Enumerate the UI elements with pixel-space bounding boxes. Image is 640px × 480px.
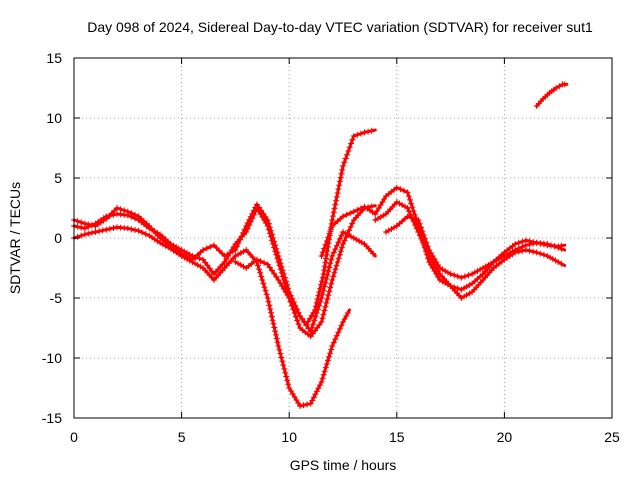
y-axis-label: SDTVAR / TECUs xyxy=(7,182,23,294)
y-tick-label: -5 xyxy=(50,290,63,306)
series-layer xyxy=(71,81,569,409)
x-tick-label: 10 xyxy=(281,429,297,445)
tick-layer xyxy=(73,57,613,419)
y-tick-label: -15 xyxy=(42,410,62,426)
series-markers xyxy=(232,229,377,335)
series-track-d xyxy=(232,229,377,335)
y-tick-label: 15 xyxy=(46,50,62,66)
series-markers xyxy=(372,199,565,301)
x-tick-label: 5 xyxy=(178,429,186,445)
y-tick-label: 10 xyxy=(46,110,62,126)
y-tick-label: 0 xyxy=(54,230,62,246)
series-markers xyxy=(533,81,568,109)
x-tick-label: 20 xyxy=(497,429,513,445)
series-track-h xyxy=(533,81,569,109)
y-tick-label: 5 xyxy=(54,170,62,186)
series-track-c xyxy=(71,224,351,409)
series-line xyxy=(233,230,377,334)
x-axis-label: GPS time / hours xyxy=(290,457,397,473)
series-markers xyxy=(383,213,565,281)
series-line xyxy=(320,186,567,292)
x-tick-labels: 0 5 10 15 20 25 xyxy=(70,429,620,445)
series-track-g xyxy=(383,213,567,281)
series-track-f xyxy=(372,199,567,301)
x-tick-label: 0 xyxy=(70,429,78,445)
series-line xyxy=(72,225,351,408)
chart-title: Day 098 of 2024, Sidereal Day-to-day VTE… xyxy=(87,19,593,35)
x-tick-label: 25 xyxy=(604,429,620,445)
y-tick-labels: -15 -10 -5 0 5 10 15 xyxy=(42,50,62,426)
series-markers xyxy=(71,224,351,409)
y-tick-label: -10 xyxy=(42,350,62,366)
x-tick-label: 15 xyxy=(389,429,405,445)
